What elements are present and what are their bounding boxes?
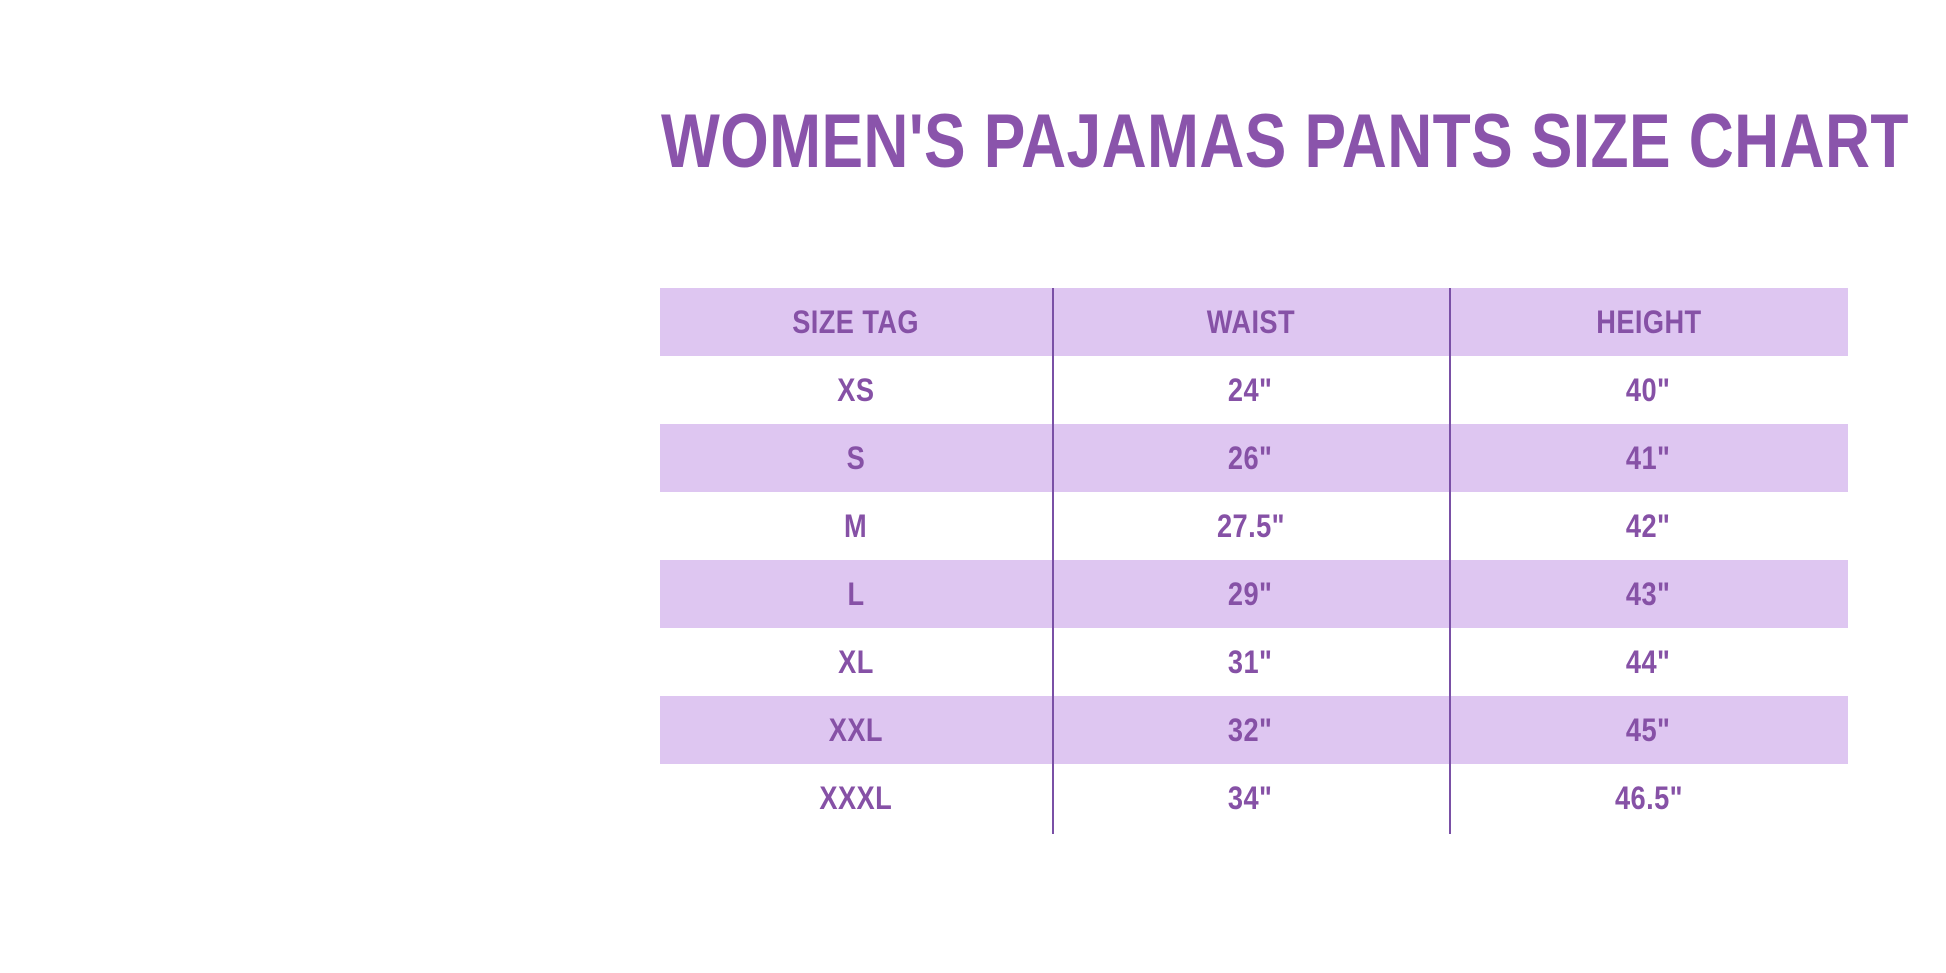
cell-size: XS — [660, 356, 1052, 424]
cell-waist: 31" — [1052, 628, 1449, 696]
table-row-l: L 29" 43" — [660, 560, 1848, 628]
cell-waist-value: 24" — [1228, 372, 1273, 408]
table-row-xxxl: XXXL 34" 46.5" — [660, 764, 1848, 832]
header-cell-height: HEIGHT — [1449, 288, 1848, 356]
header-cell-size-tag: SIZE TAG — [660, 288, 1052, 356]
cell-height: 43" — [1449, 560, 1848, 628]
column-divider-2 — [1449, 288, 1451, 834]
cell-size-value: M — [844, 508, 868, 544]
cell-height-value: 42" — [1626, 508, 1671, 544]
cell-height-value: 41" — [1626, 440, 1671, 476]
cell-size: S — [660, 424, 1052, 492]
cell-height: 45" — [1449, 696, 1848, 764]
size-chart-table: SIZE TAG WAIST HEIGHT XS 24" 40" S 26" 4… — [660, 288, 1848, 834]
cell-height-value: 46.5" — [1614, 780, 1683, 816]
header-label-size-tag: SIZE TAG — [792, 304, 920, 340]
header-label-waist: WAIST — [1206, 304, 1295, 340]
column-divider-1 — [1052, 288, 1054, 834]
table-row-s: S 26" 41" — [660, 424, 1848, 492]
cell-height-value: 44" — [1626, 644, 1671, 680]
cell-waist-value: 34" — [1228, 780, 1273, 816]
table-row-xxl: XXL 32" 45" — [660, 696, 1848, 764]
cell-waist: 24" — [1052, 356, 1449, 424]
cell-waist: 29" — [1052, 560, 1449, 628]
cell-waist-value: 31" — [1228, 644, 1273, 680]
table-row-xl: XL 31" 44" — [660, 628, 1848, 696]
cell-size-value: S — [846, 440, 866, 476]
cell-height-value: 45" — [1626, 712, 1671, 748]
cell-size: XXXL — [660, 764, 1052, 832]
header-label-height: HEIGHT — [1595, 304, 1702, 340]
cell-waist: 32" — [1052, 696, 1449, 764]
cell-size-value: XXL — [828, 712, 884, 748]
cell-waist: 27.5" — [1052, 492, 1449, 560]
cell-waist-value: 27.5" — [1216, 508, 1285, 544]
cell-waist: 26" — [1052, 424, 1449, 492]
cell-waist-value: 29" — [1228, 576, 1273, 612]
cell-size: L — [660, 560, 1052, 628]
cell-height-value: 40" — [1626, 372, 1671, 408]
cell-height: 46.5" — [1449, 764, 1848, 832]
cell-waist-value: 26" — [1228, 440, 1273, 476]
cell-size-value: L — [847, 576, 865, 612]
table-header-row: SIZE TAG WAIST HEIGHT — [660, 288, 1848, 356]
page-title-text: WOMEN'S PAJAMAS PANTS SIZE CHART — [661, 99, 1909, 184]
cell-height: 44" — [1449, 628, 1848, 696]
cell-size: M — [660, 492, 1052, 560]
cell-height: 40" — [1449, 356, 1848, 424]
cell-size: XL — [660, 628, 1052, 696]
cell-height: 42" — [1449, 492, 1848, 560]
cell-height: 41" — [1449, 424, 1848, 492]
cell-size: XXL — [660, 696, 1052, 764]
cell-size-value: XS — [837, 372, 875, 408]
table-row-m: M 27.5" 42" — [660, 492, 1848, 560]
cell-height-value: 43" — [1626, 576, 1671, 612]
cell-size-value: XXXL — [819, 780, 893, 816]
cell-waist-value: 32" — [1228, 712, 1273, 748]
cell-size-value: XL — [838, 644, 874, 680]
table-row-xs: XS 24" 40" — [660, 356, 1848, 424]
header-cell-waist: WAIST — [1052, 288, 1449, 356]
cell-waist: 34" — [1052, 764, 1449, 832]
page-title: WOMEN'S PAJAMAS PANTS SIZE CHART — [661, 104, 1946, 180]
